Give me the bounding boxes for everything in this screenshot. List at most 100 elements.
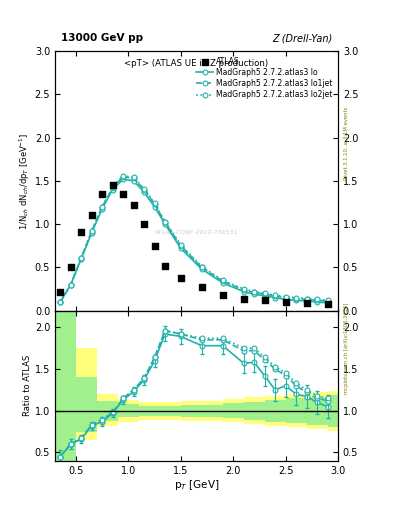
MadGraph5 2.7.2.atlas3 lo xyxy=(325,300,330,306)
MadGraph5 2.7.2.atlas3 lo2jet xyxy=(304,295,309,302)
ATLAS xyxy=(120,190,126,198)
Text: mcplots.cern.ch [arXiv:1306.3436]: mcplots.cern.ch [arXiv:1306.3436] xyxy=(344,303,349,394)
MadGraph5 2.7.2.atlas3 lo2jet xyxy=(315,296,320,303)
Line: MadGraph5 2.7.2.atlas3 lo2jet: MadGraph5 2.7.2.atlas3 lo2jet xyxy=(58,173,330,305)
ATLAS xyxy=(162,262,168,270)
MadGraph5 2.7.2.atlas3 lo1jet xyxy=(110,185,115,191)
ATLAS xyxy=(178,273,184,282)
MadGraph5 2.7.2.atlas3 lo2jet xyxy=(131,175,136,181)
Line: MadGraph5 2.7.2.atlas3 lo1jet: MadGraph5 2.7.2.atlas3 lo1jet xyxy=(58,174,330,305)
MadGraph5 2.7.2.atlas3 lo1jet xyxy=(325,298,330,304)
Legend: ATLAS, MadGraph5 2.7.2.atlas3 lo, MadGraph5 2.7.2.atlas3 lo1jet, MadGraph5 2.7.2: ATLAS, MadGraph5 2.7.2.atlas3 lo, MadGra… xyxy=(195,55,334,101)
MadGraph5 2.7.2.atlas3 lo1jet xyxy=(262,291,267,297)
ATLAS xyxy=(220,291,226,299)
MadGraph5 2.7.2.atlas3 lo xyxy=(241,289,246,295)
ATLAS xyxy=(303,298,310,307)
MadGraph5 2.7.2.atlas3 lo xyxy=(58,299,62,305)
MadGraph5 2.7.2.atlas3 lo2jet xyxy=(273,292,277,298)
MadGraph5 2.7.2.atlas3 lo2jet xyxy=(241,286,246,292)
MadGraph5 2.7.2.atlas3 lo1jet xyxy=(273,293,277,299)
Text: Z (Drell-Yan): Z (Drell-Yan) xyxy=(272,33,332,44)
MadGraph5 2.7.2.atlas3 lo2jet xyxy=(262,290,267,296)
MadGraph5 2.7.2.atlas3 lo2jet xyxy=(58,299,62,305)
MadGraph5 2.7.2.atlas3 lo2jet xyxy=(220,278,225,284)
ATLAS xyxy=(68,263,74,271)
MadGraph5 2.7.2.atlas3 lo2jet xyxy=(199,264,204,270)
MadGraph5 2.7.2.atlas3 lo1jet xyxy=(283,294,288,301)
Y-axis label: Ratio to ATLAS: Ratio to ATLAS xyxy=(23,355,32,416)
MadGraph5 2.7.2.atlas3 lo1jet xyxy=(163,219,167,225)
MadGraph5 2.7.2.atlas3 lo xyxy=(304,298,309,304)
ATLAS xyxy=(241,294,247,303)
MadGraph5 2.7.2.atlas3 lo1jet xyxy=(58,299,62,305)
MadGraph5 2.7.2.atlas3 lo2jet xyxy=(100,204,105,210)
X-axis label: p$_T$ [GeV]: p$_T$ [GeV] xyxy=(174,478,219,493)
MadGraph5 2.7.2.atlas3 lo xyxy=(89,230,94,236)
MadGraph5 2.7.2.atlas3 lo xyxy=(199,266,204,272)
ATLAS xyxy=(141,220,147,228)
MadGraph5 2.7.2.atlas3 lo xyxy=(142,189,147,195)
ATLAS xyxy=(151,242,158,250)
ATLAS xyxy=(283,298,289,306)
MadGraph5 2.7.2.atlas3 lo1jet xyxy=(142,186,147,193)
MadGraph5 2.7.2.atlas3 lo1jet xyxy=(89,228,94,234)
ATLAS xyxy=(78,228,84,236)
MadGraph5 2.7.2.atlas3 lo xyxy=(121,176,125,182)
MadGraph5 2.7.2.atlas3 lo2jet xyxy=(294,294,298,301)
MadGraph5 2.7.2.atlas3 lo xyxy=(79,255,84,262)
MadGraph5 2.7.2.atlas3 lo2jet xyxy=(110,184,115,190)
MadGraph5 2.7.2.atlas3 lo2jet xyxy=(252,289,257,295)
MadGraph5 2.7.2.atlas3 lo xyxy=(315,299,320,305)
MadGraph5 2.7.2.atlas3 lo2jet xyxy=(163,219,167,225)
Y-axis label: 1/N$_{ch}$ dN$_{ch}$/dp$_T$ [GeV$^{-1}$]: 1/N$_{ch}$ dN$_{ch}$/dp$_T$ [GeV$^{-1}$] xyxy=(17,132,32,229)
MadGraph5 2.7.2.atlas3 lo2jet xyxy=(142,186,147,192)
ATLAS xyxy=(198,283,205,291)
ATLAS xyxy=(88,211,95,220)
MadGraph5 2.7.2.atlas3 lo xyxy=(283,296,288,303)
MadGraph5 2.7.2.atlas3 lo xyxy=(262,293,267,299)
ATLAS xyxy=(261,296,268,304)
MadGraph5 2.7.2.atlas3 lo1jet xyxy=(304,296,309,303)
MadGraph5 2.7.2.atlas3 lo2jet xyxy=(178,242,183,248)
MadGraph5 2.7.2.atlas3 lo2jet xyxy=(152,200,157,206)
Line: MadGraph5 2.7.2.atlas3 lo: MadGraph5 2.7.2.atlas3 lo xyxy=(58,177,330,305)
Text: 13000 GeV pp: 13000 GeV pp xyxy=(61,33,143,44)
MadGraph5 2.7.2.atlas3 lo1jet xyxy=(68,282,73,288)
MadGraph5 2.7.2.atlas3 lo2jet xyxy=(121,173,125,179)
MadGraph5 2.7.2.atlas3 lo1jet xyxy=(178,243,183,249)
MadGraph5 2.7.2.atlas3 lo1jet xyxy=(79,255,84,261)
Text: ATLAS-CONF-2022-736531: ATLAS-CONF-2022-736531 xyxy=(155,230,238,236)
MadGraph5 2.7.2.atlas3 lo xyxy=(110,186,115,193)
MadGraph5 2.7.2.atlas3 lo1jet xyxy=(121,174,125,180)
Text: <pT> (ATLAS UE in Z production): <pT> (ATLAS UE in Z production) xyxy=(125,59,268,68)
MadGraph5 2.7.2.atlas3 lo xyxy=(178,245,183,251)
MadGraph5 2.7.2.atlas3 lo1jet xyxy=(131,175,136,181)
MadGraph5 2.7.2.atlas3 lo1jet xyxy=(152,201,157,207)
ATLAS xyxy=(57,288,63,296)
MadGraph5 2.7.2.atlas3 lo1jet xyxy=(241,287,246,293)
Text: Rivet 3.1.10, ≥ 3.1M events: Rivet 3.1.10, ≥ 3.1M events xyxy=(344,106,349,180)
MadGraph5 2.7.2.atlas3 lo1jet xyxy=(199,264,204,270)
MadGraph5 2.7.2.atlas3 lo2jet xyxy=(89,228,94,234)
MadGraph5 2.7.2.atlas3 lo xyxy=(100,205,105,211)
MadGraph5 2.7.2.atlas3 lo1jet xyxy=(100,204,105,210)
MadGraph5 2.7.2.atlas3 lo2jet xyxy=(283,294,288,300)
MadGraph5 2.7.2.atlas3 lo1jet xyxy=(220,278,225,284)
MadGraph5 2.7.2.atlas3 lo1jet xyxy=(315,297,320,303)
MadGraph5 2.7.2.atlas3 lo xyxy=(294,297,298,303)
MadGraph5 2.7.2.atlas3 lo xyxy=(163,221,167,227)
ATLAS xyxy=(99,190,105,198)
MadGraph5 2.7.2.atlas3 lo2jet xyxy=(68,282,73,288)
MadGraph5 2.7.2.atlas3 lo xyxy=(131,178,136,184)
MadGraph5 2.7.2.atlas3 lo1jet xyxy=(294,295,298,302)
ATLAS xyxy=(130,201,137,209)
ATLAS xyxy=(324,300,331,308)
MadGraph5 2.7.2.atlas3 lo xyxy=(220,280,225,286)
MadGraph5 2.7.2.atlas3 lo2jet xyxy=(79,255,84,261)
ATLAS xyxy=(110,181,116,189)
MadGraph5 2.7.2.atlas3 lo xyxy=(252,291,257,297)
MadGraph5 2.7.2.atlas3 lo1jet xyxy=(252,289,257,295)
MadGraph5 2.7.2.atlas3 lo xyxy=(152,204,157,210)
MadGraph5 2.7.2.atlas3 lo xyxy=(68,282,73,288)
MadGraph5 2.7.2.atlas3 lo2jet xyxy=(325,297,330,303)
